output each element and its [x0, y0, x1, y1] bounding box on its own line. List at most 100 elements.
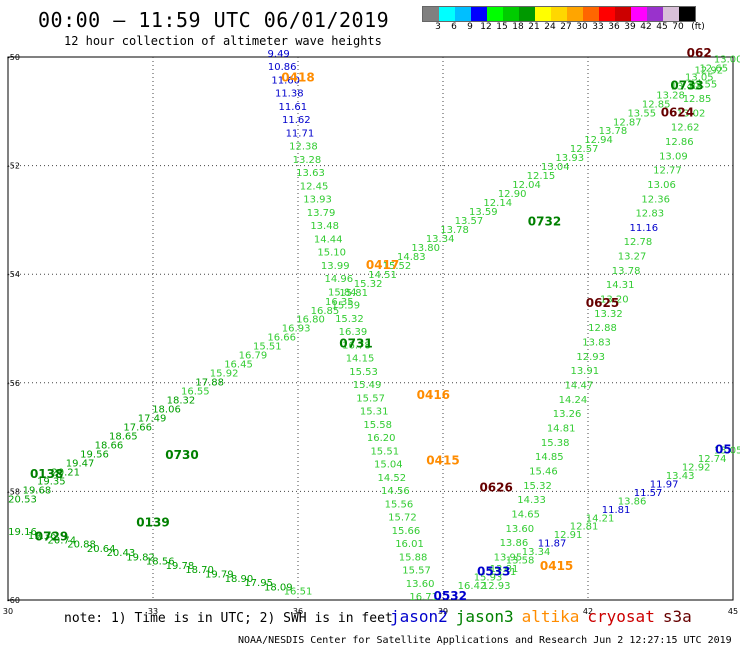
y-tick-label: -58 — [7, 487, 20, 496]
legend-swatch — [647, 7, 663, 21]
wave-height-value: 20.43 — [107, 548, 136, 559]
wave-height-value: 16.55 — [181, 387, 210, 398]
y-tick-label: -56 — [7, 379, 20, 388]
credit-line: NOAA/NESDIS Center for Satellite Applica… — [238, 635, 732, 646]
wave-height-value: 13.91 — [570, 366, 599, 377]
x-tick-label: 39 — [438, 607, 448, 616]
wave-height-value: 19.47 — [66, 458, 95, 469]
wave-height-value: 11.38 — [275, 89, 304, 100]
wave-height-value: 13.05 — [685, 72, 714, 83]
wave-height-value: 15.59 — [332, 301, 361, 312]
legend-swatch — [439, 7, 455, 21]
wave-height-value: 15.66 — [392, 526, 421, 537]
wave-height-value: 11.57 — [634, 488, 663, 499]
legend-label: 45 — [656, 22, 668, 32]
wave-height-value: 13.34 — [522, 547, 551, 558]
x-tick-label: 45 — [728, 607, 738, 616]
wave-height-value: 12.94 — [584, 135, 613, 146]
pass-label: 0626 — [479, 480, 512, 494]
wave-height-value: 12.92 — [682, 462, 711, 473]
wave-height-value: 12.85 — [642, 99, 671, 110]
legend-swatch — [551, 7, 567, 21]
legend-unit: (ft) — [691, 22, 705, 32]
wave-height-value: 17.88 — [195, 378, 224, 389]
wave-height-value: 15.57 — [356, 393, 385, 404]
wave-height-value: 15.32 — [354, 279, 383, 290]
pass-label: 0729 — [35, 529, 68, 543]
wave-height-value: 12.04 — [512, 180, 541, 191]
wave-height-value: 14.31 — [606, 280, 635, 291]
wave-height-value: 16.20 — [367, 433, 396, 444]
legend-swatch — [615, 7, 631, 21]
wave-height-value: 13.48 — [310, 221, 339, 232]
legend-swatch — [567, 7, 583, 21]
pass-label: 0532 — [434, 589, 467, 603]
wave-height-value: 15.32 — [523, 481, 552, 492]
legend-label: 42 — [640, 22, 652, 32]
wave-height-value: 11.81 — [602, 505, 631, 516]
wave-height-value: 11.62 — [282, 115, 311, 126]
wave-height-value: 13.51 — [488, 567, 517, 578]
wave-height-value: 11.71 — [286, 128, 315, 139]
legend-swatch — [519, 7, 535, 21]
wave-height-value: 12.14 — [483, 198, 512, 209]
wave-height-value: 13.09 — [659, 151, 688, 162]
wave-height-value: 17.66 — [123, 422, 152, 433]
wave-height-value: 14.85 — [535, 452, 564, 463]
legend-swatch — [535, 7, 551, 21]
wave-height-value: 14.44 — [314, 234, 343, 245]
pass-label: 0533 — [477, 565, 510, 579]
wave-height-value: 16.45 — [224, 360, 253, 371]
wave-height-value: 16.39 — [339, 327, 368, 338]
wave-height-value: 13.93 — [555, 153, 584, 164]
wave-height-value: 19.78 — [166, 561, 195, 572]
satellite-altika: altika — [521, 607, 580, 626]
wave-height-value: 13.80 — [411, 243, 440, 254]
pass-label: 0733 — [670, 79, 703, 93]
x-tick-label: 42 — [583, 607, 593, 616]
wave-height-value: 13.02 — [677, 108, 706, 119]
wave-height-value: 15.04 — [374, 460, 403, 471]
map-title: 00:00 – 11:59 UTC 06/01/2019 — [38, 8, 390, 32]
wave-height-value: 18.66 — [95, 440, 124, 451]
legend-label: 36 — [608, 22, 620, 32]
legend-label: 39 — [624, 22, 636, 32]
wave-height-value: 12.15 — [527, 171, 556, 182]
color-scale-legend — [422, 6, 696, 22]
pass-label: 0415 — [426, 453, 459, 467]
wave-height-value: 14.47 — [565, 381, 594, 392]
legend-swatch — [583, 7, 599, 21]
wave-height-value: 15.51 — [370, 446, 399, 457]
wave-height-value: 13.57 — [455, 216, 484, 227]
footer-note: note: 1) Time is in UTC; 2) SWH is in fe… — [64, 611, 393, 626]
wave-height-value: 15.49 — [353, 380, 382, 391]
wave-height-value: 20.53 — [8, 494, 37, 505]
wave-height-value: 15.84 — [328, 287, 357, 298]
legend-label: 21 — [528, 22, 540, 32]
pass-label: 0418 — [281, 70, 314, 84]
wave-height-value: 14.15 — [346, 354, 375, 365]
wave-height-value: 13.55 — [627, 108, 656, 119]
wave-height-value: 13.78 — [612, 266, 641, 277]
pass-label: 0417 — [366, 258, 399, 272]
wave-height-value: 13.05 — [714, 445, 740, 456]
legend-label: 18 — [512, 22, 524, 32]
legend-label: 33 — [592, 22, 604, 32]
wave-height-value: 16.79 — [239, 351, 268, 362]
wave-height-value: 11.60 — [271, 75, 300, 86]
satellite-jason3: jason3 — [455, 607, 514, 626]
wave-height-value: 12.74 — [698, 454, 727, 465]
wave-height-value: 16.93 — [282, 324, 311, 335]
wave-height-value: 13.43 — [666, 471, 695, 482]
wave-height-value: 18.90 — [225, 574, 254, 585]
wave-height-value: 16.78 — [342, 340, 371, 351]
wave-height-value: 13.78 — [599, 126, 628, 137]
wave-height-value: 13.63 — [296, 168, 325, 179]
pass-label: 0730 — [165, 448, 198, 462]
legend-swatch — [631, 7, 647, 21]
y-tick-label: -52 — [7, 162, 20, 171]
legend-swatch — [471, 7, 487, 21]
wave-height-value: 13.93 — [303, 195, 332, 206]
pass-label: 0138 — [30, 467, 63, 481]
wave-height-value: 13.04 — [541, 162, 570, 173]
